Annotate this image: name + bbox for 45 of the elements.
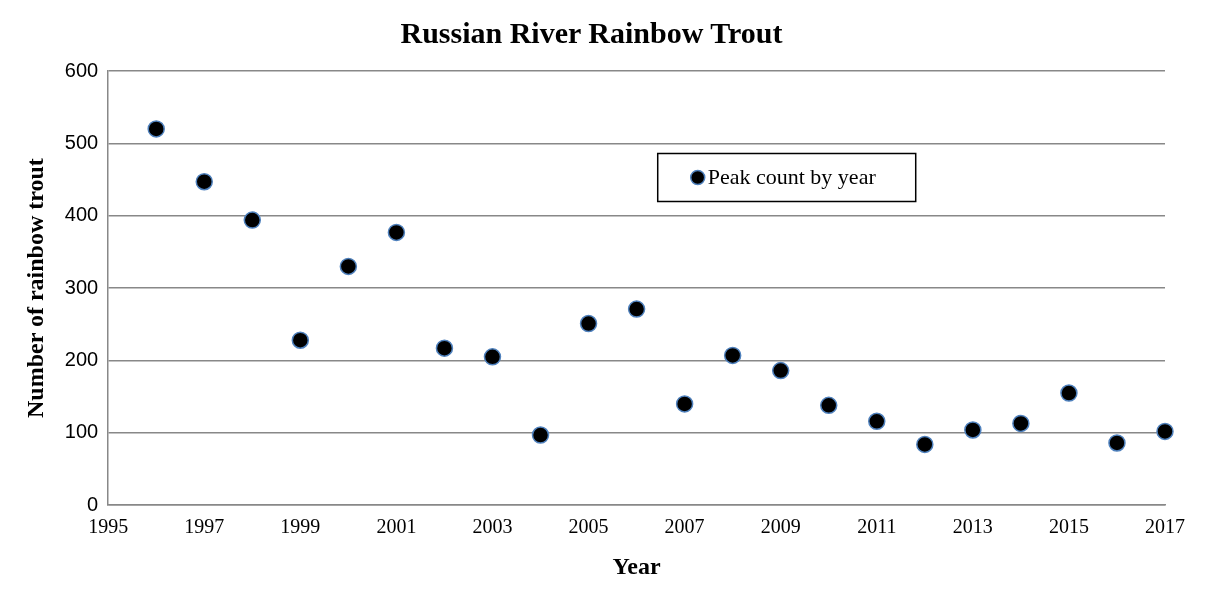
point bbox=[916, 435, 934, 454]
legend-label: Peak count by year bbox=[707, 164, 877, 190]
point bbox=[435, 339, 454, 357]
x-tick-label: 2011 bbox=[857, 515, 897, 538]
y-tick-label: 400 bbox=[64, 203, 99, 226]
x-tick-label: 2005 bbox=[568, 515, 609, 538]
y-axis-title: Number of rainbow trout bbox=[21, 158, 48, 418]
x-tick-label: 2009 bbox=[760, 515, 801, 538]
chart-title: Russian River Rainbow Trout bbox=[400, 15, 783, 49]
point bbox=[723, 346, 742, 365]
x-tick-label: 1997 bbox=[184, 515, 225, 538]
point bbox=[1060, 384, 1078, 402]
point bbox=[291, 331, 310, 349]
point bbox=[1108, 434, 1126, 452]
y-tick-label: 500 bbox=[64, 130, 99, 153]
point bbox=[819, 396, 838, 415]
y-tick-label: 200 bbox=[64, 347, 99, 370]
x-tick-label: 1995 bbox=[88, 515, 129, 538]
x-axis-title: Year bbox=[612, 552, 661, 579]
point bbox=[243, 211, 262, 229]
y-tick-label: 300 bbox=[64, 275, 99, 298]
point bbox=[1012, 414, 1030, 433]
x-tick-label: 1999 bbox=[280, 515, 321, 538]
x-tick-label: 2001 bbox=[376, 515, 417, 538]
point bbox=[771, 361, 790, 380]
x-tick-label: 2007 bbox=[664, 515, 705, 538]
point bbox=[868, 412, 886, 431]
point bbox=[483, 348, 502, 366]
point bbox=[627, 300, 646, 318]
point bbox=[531, 426, 550, 444]
point bbox=[339, 257, 358, 276]
point bbox=[579, 314, 598, 333]
point bbox=[1156, 422, 1174, 441]
point bbox=[964, 421, 982, 439]
x-tick-label: 2013 bbox=[952, 515, 993, 538]
x-tick-label: 2017 bbox=[1145, 515, 1185, 538]
point bbox=[147, 120, 165, 138]
point bbox=[195, 172, 213, 191]
y-tick-label: 100 bbox=[64, 420, 99, 443]
y-tick-label: 0 bbox=[87, 492, 99, 515]
point bbox=[387, 223, 406, 242]
point bbox=[675, 395, 694, 413]
x-tick-label: 2015 bbox=[1048, 515, 1089, 538]
x-tick-label: 2003 bbox=[472, 515, 513, 538]
y-tick-label: 600 bbox=[64, 58, 99, 81]
